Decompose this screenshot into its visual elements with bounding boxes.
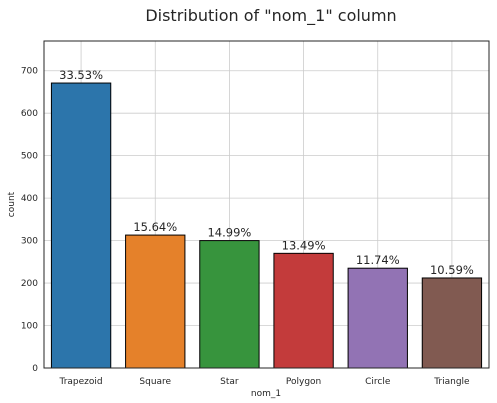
data-label: 14.99% xyxy=(207,226,251,240)
y-axis-label: count xyxy=(7,191,17,217)
plot-frame xyxy=(43,40,490,369)
bar-circle xyxy=(347,267,408,369)
y-tick-label: 300 xyxy=(21,237,38,247)
data-label: 33.53% xyxy=(59,68,103,82)
data-label: 10.59% xyxy=(430,263,474,277)
data-labels: 33.53% 15.64% 14.99% 13.49% 11.74% 10.59% xyxy=(59,68,474,277)
data-label: 13.49% xyxy=(282,238,326,252)
x-axis-label: nom_1 xyxy=(251,389,281,399)
data-label: 11.74% xyxy=(356,253,400,267)
y-tick-label: 500 xyxy=(21,152,38,162)
y-tick-label: 400 xyxy=(21,194,38,204)
bar-star xyxy=(199,240,260,369)
x-tick-label: Trapezoid xyxy=(59,377,103,387)
y-tick-label: 700 xyxy=(21,67,38,77)
y-tick-label: 200 xyxy=(21,279,38,289)
x-tick-label: Star xyxy=(220,377,239,387)
y-tick-label: 600 xyxy=(21,109,38,119)
bar-polygon xyxy=(273,252,334,369)
x-tick-label: Triangle xyxy=(433,377,470,387)
bar-square xyxy=(125,234,186,369)
x-tick-label: Square xyxy=(139,377,171,387)
bar-trapezoid xyxy=(50,82,112,369)
x-tick-label: Circle xyxy=(365,377,391,387)
bar-triangle xyxy=(421,277,483,369)
y-axis-ticks: 0 100 200 300 400 500 600 700 xyxy=(21,67,38,374)
data-label: 15.64% xyxy=(133,220,177,234)
y-tick-label: 0 xyxy=(32,364,38,374)
y-tick-label: 100 xyxy=(21,322,38,332)
x-tick-label: Polygon xyxy=(286,377,321,387)
chart-title: Distribution of "nom_1" column xyxy=(145,6,396,26)
bars xyxy=(50,82,483,369)
x-axis-ticks: Trapezoid Square Star Polygon Circle Triangle xyxy=(59,377,471,387)
